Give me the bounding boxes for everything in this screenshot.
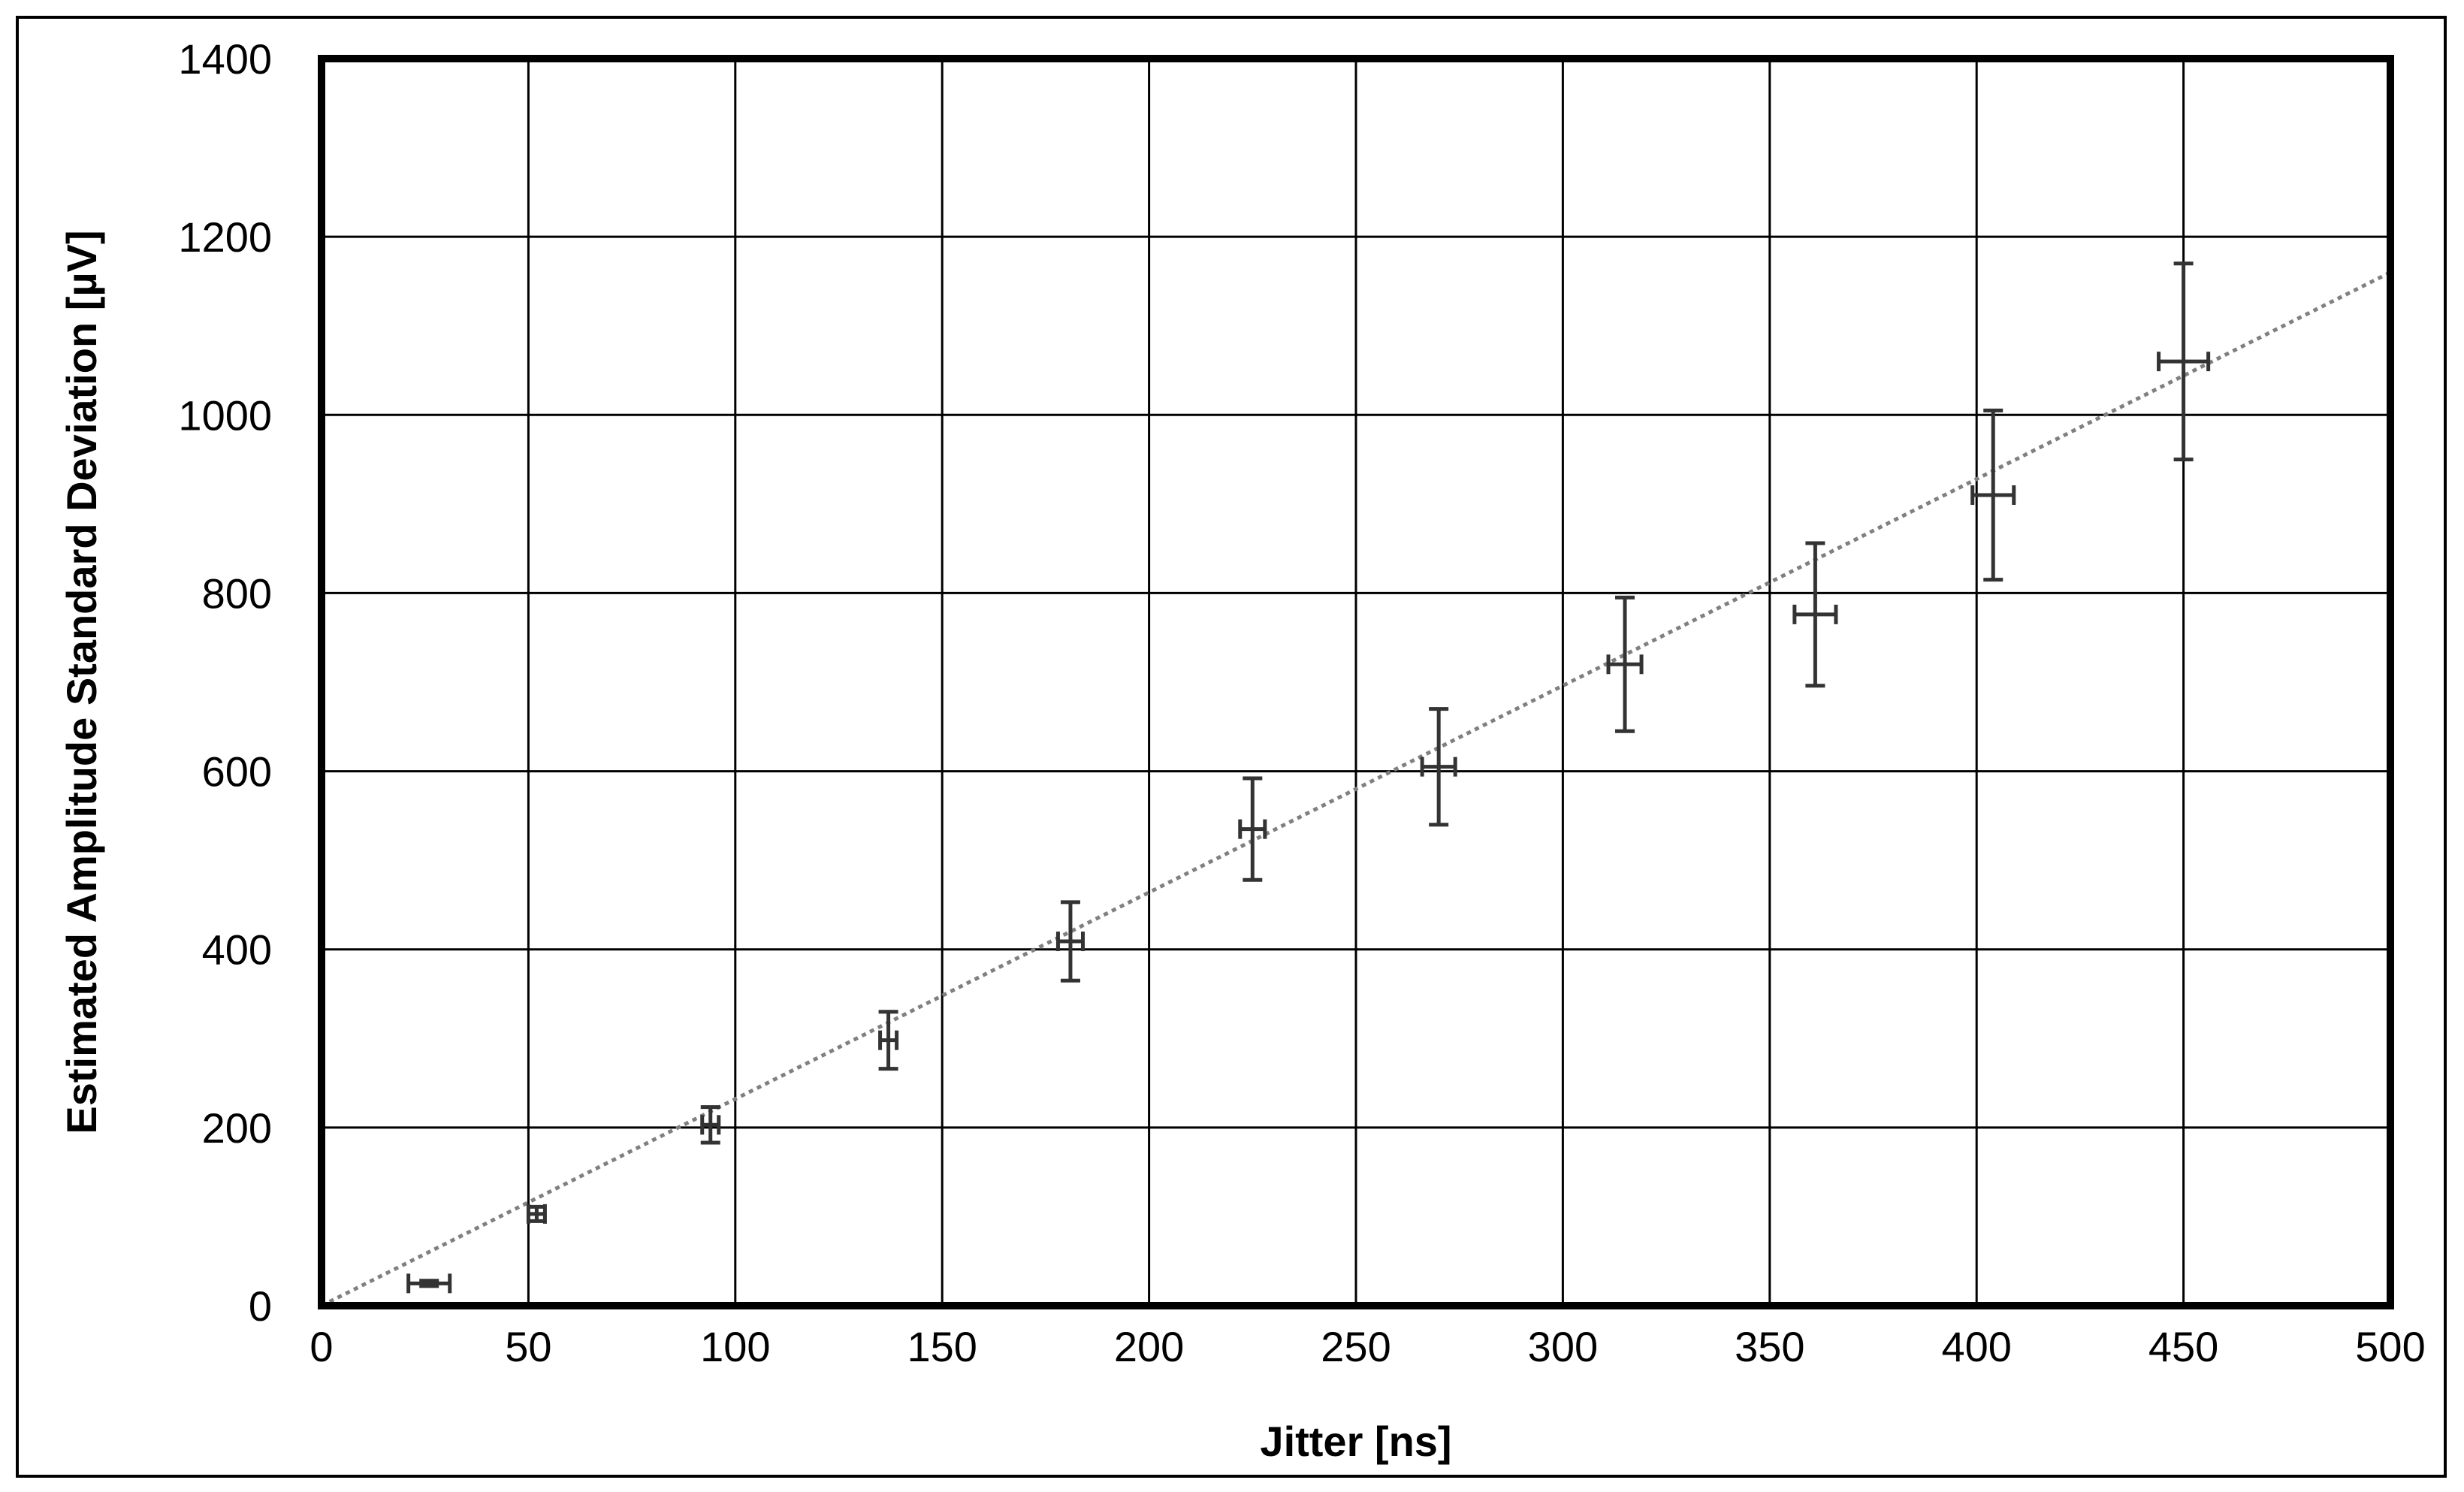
data-point (406, 1273, 452, 1294)
x-tick-label: 200 (1114, 1323, 1184, 1370)
data-point (2157, 261, 2211, 462)
trendline-layer (320, 270, 2392, 1308)
data-point (878, 1010, 899, 1071)
x-tick-label: 50 (505, 1323, 551, 1370)
x-tick-label: 250 (1321, 1323, 1391, 1370)
trendline (320, 270, 2392, 1308)
x-tick-label: 100 (700, 1323, 770, 1370)
chart-outer-border (16, 16, 2447, 1478)
data-point (1420, 707, 1457, 827)
x-tick-label: 0 (310, 1323, 333, 1370)
x-axis-title: Jitter [ns] (1260, 1418, 1451, 1465)
data-points (406, 261, 2211, 1294)
x-tick-label: 150 (907, 1323, 977, 1370)
y-tick-label: 600 (202, 748, 272, 796)
y-tick-label: 1400 (178, 35, 272, 83)
plot-area-frame (318, 55, 2394, 1309)
x-axis-tick-labels: 0 50 100 150 200 250 300 350 400 450 500 (310, 1323, 2425, 1370)
data-point (700, 1105, 721, 1145)
x-tick-label: 300 (1528, 1323, 1598, 1370)
data-point (1055, 900, 1085, 983)
y-tick-label: 800 (202, 569, 272, 617)
data-point (1606, 595, 1644, 733)
data-point (526, 1204, 547, 1224)
y-tick-label: 200 (202, 1104, 272, 1152)
data-point (1238, 776, 1267, 882)
x-tick-label: 450 (2148, 1323, 2218, 1370)
y-tick-label: 1200 (178, 213, 272, 261)
x-tick-label: 400 (1941, 1323, 2011, 1370)
x-tick-label: 350 (1735, 1323, 1804, 1370)
data-point (1792, 541, 1838, 688)
x-tick-label: 500 (2355, 1323, 2425, 1370)
y-tick-label: 400 (202, 926, 272, 974)
y-tick-label: 0 (249, 1282, 272, 1330)
y-tick-label: 1000 (178, 391, 272, 439)
y-axis-title: Estimated Amplitude Standard Deviation [… (58, 230, 105, 1134)
data-point (1970, 408, 2016, 582)
y-axis-tick-labels: 0 200 400 600 800 1000 1200 1400 (178, 35, 272, 1330)
